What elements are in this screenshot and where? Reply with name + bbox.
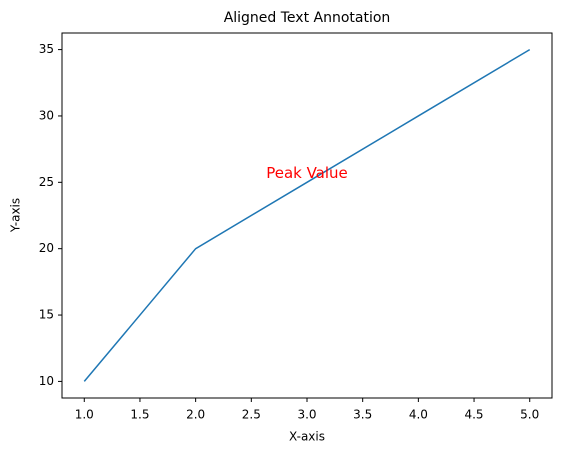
y-axis-label: Y-axis: [9, 198, 23, 233]
y-tick-label: 15: [39, 308, 54, 322]
x-tick-label: 3.5: [353, 408, 372, 422]
chart-title: Aligned Text Annotation: [224, 10, 391, 26]
x-tick-label: 1.0: [75, 408, 94, 422]
x-axis-label: X-axis: [289, 430, 325, 444]
plot-frame: [61, 32, 553, 399]
x-tick-label: 2.0: [186, 408, 205, 422]
x-tick-label: 4.5: [464, 408, 483, 422]
x-tick-label: 4.0: [409, 408, 428, 422]
x-tick-label: 2.5: [242, 408, 261, 422]
x-tick-label: 3.0: [297, 408, 316, 422]
y-tick-label: 30: [39, 108, 54, 122]
y-tick-label: 35: [39, 42, 54, 56]
y-tick-label: 10: [39, 374, 54, 388]
annotation: Peak Value: [266, 164, 348, 182]
y-tick-label: 25: [39, 175, 54, 189]
y-tick-label: 20: [39, 241, 54, 255]
line: [83, 48, 531, 382]
x-tick-label: 1.5: [130, 408, 149, 422]
x-tick-label: 5.0: [520, 408, 539, 422]
